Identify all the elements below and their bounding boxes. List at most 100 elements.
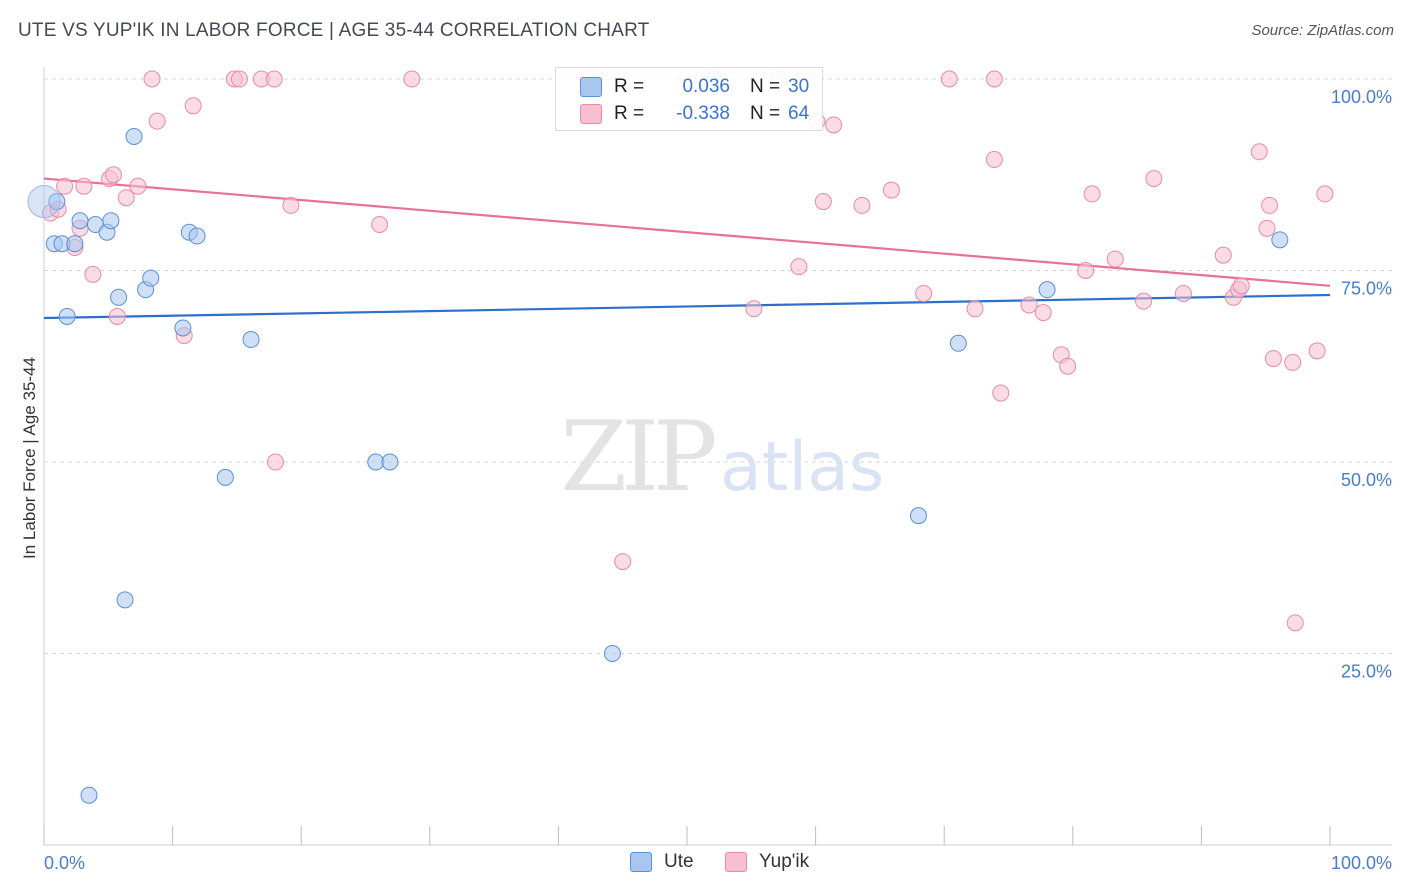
ute-point[interactable] [174,319,192,337]
legend-item-yupik[interactable]: Yup'ik [725,851,809,873]
yupik-point[interactable] [1261,196,1279,214]
yupik-point[interactable] [992,384,1010,402]
yupik-point[interactable] [1232,277,1250,295]
yupik-point[interactable] [230,70,248,88]
ute-r-label: R = [614,76,645,97]
stats-legend-row-ute: R = 0.036 N = 30 [556,74,809,100]
chart-source: Source: ZipAtlas.com [1251,22,1394,39]
yupik-r-label: R = [614,103,645,124]
ute-point[interactable] [48,193,66,211]
yupik-point[interactable] [148,112,166,130]
ute-point[interactable] [188,227,206,245]
yupik-point[interactable] [1135,292,1153,310]
yupik-swatch [580,104,602,124]
yupik-trend-line [43,177,1331,287]
yupik-point[interactable] [266,453,284,471]
ute-point[interactable] [102,212,120,230]
watermark-atlas: atlas [720,428,884,507]
series-legend: Ute Yup'ik [0,851,1406,877]
ute-point[interactable] [142,269,160,287]
yupik-point[interactable] [790,258,808,276]
yupik-r-value: -0.338 [676,103,730,124]
yupik-point[interactable] [371,216,389,234]
ute-point[interactable] [367,453,385,471]
ute-point[interactable] [80,786,98,804]
yupik-point[interactable] [814,193,832,211]
ute-n-label: N = [750,76,781,97]
ute-swatch [580,77,602,97]
yupik-point[interactable] [915,284,933,302]
yupik-point[interactable] [1106,250,1124,268]
yupik-point[interactable] [853,196,871,214]
ute-point[interactable] [1038,281,1056,299]
ute-legend-label: Ute [664,851,694,872]
yupik-point[interactable] [985,150,1003,168]
stats-legend: R = 0.036 N = 30 R = -0.338 N = 64 [555,67,823,131]
y-tick-label: 25.0% [1341,662,1392,682]
yupik-point[interactable] [1034,304,1052,322]
ute-point[interactable] [381,453,399,471]
yupik-point[interactable] [1316,185,1334,203]
ute-point[interactable] [58,307,76,325]
yupik-point[interactable] [56,177,74,195]
yupik-point[interactable] [282,196,300,214]
yupik-point[interactable] [825,116,843,134]
yupik-point[interactable] [129,177,147,195]
yupik-point[interactable] [1077,262,1095,279]
x-tick-label: 100.0% [1331,853,1392,873]
yupik-point[interactable] [745,300,763,318]
yupik-point[interactable] [143,70,161,88]
grid-layer [44,78,1392,654]
yupik-point[interactable] [117,189,135,207]
yupik-point[interactable] [403,70,421,88]
yupik-point[interactable] [1059,357,1077,375]
ute-r-value: 0.036 [682,76,730,97]
yupik-n-label: N = [750,103,781,124]
yupik-point[interactable] [108,307,126,325]
yupik-point[interactable] [985,70,1003,88]
ute-point[interactable] [949,334,967,352]
ute-point[interactable] [125,127,143,145]
yupik-point[interactable] [1286,614,1304,632]
yupik-point[interactable] [1308,342,1326,360]
yupik-point[interactable] [940,70,958,88]
ute-point[interactable] [71,212,89,230]
tick-label-layer: 25.0% 50.0% 75.0% 100.0% 0.0% 100.0% [44,87,1392,873]
yupik-point[interactable] [75,177,93,195]
ute-point[interactable] [216,468,234,486]
yupik-point[interactable] [966,300,984,318]
yupik-point[interactable] [265,70,283,88]
ute-point[interactable] [116,591,134,609]
yupik-point[interactable] [1258,219,1276,237]
yupik-legend-label: Yup'ik [759,851,810,872]
yupik-point[interactable] [882,181,900,199]
ute-point[interactable] [27,185,61,219]
ute-point[interactable] [66,235,84,253]
yupik-point[interactable] [1214,246,1232,264]
y-tick-label: 50.0% [1341,470,1392,490]
ute-point[interactable] [603,645,621,662]
yupik-point[interactable] [1174,284,1192,302]
yupik-point[interactable] [1020,296,1038,314]
ute-point[interactable] [1271,231,1289,249]
axis-layer [43,67,1392,846]
yupik-point[interactable] [1250,143,1268,161]
ute-legend-swatch [630,852,652,872]
yupik-point[interactable] [104,166,122,184]
yupik-point[interactable] [1284,353,1302,371]
yupik-point[interactable] [84,265,102,283]
yupik-point[interactable] [1145,170,1163,188]
watermark-zip: ZIP [560,401,715,513]
y-tick-label: 75.0% [1341,279,1392,299]
y-tick-label: 100.0% [1331,87,1392,107]
ute-point[interactable] [909,507,927,525]
yupik-n-value: 64 [788,103,810,124]
yupik-point[interactable] [614,553,632,571]
ute-point[interactable] [110,288,128,306]
yupik-point[interactable] [1083,185,1101,203]
legend-item-ute[interactable]: Ute [630,851,694,873]
ute-point[interactable] [242,330,260,348]
yupik-point[interactable] [1264,350,1282,368]
yupik-point[interactable] [184,97,202,115]
